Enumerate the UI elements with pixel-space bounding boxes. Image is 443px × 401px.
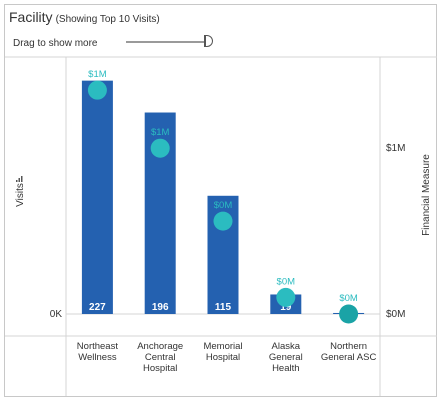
x-category-label-line: Anchorage xyxy=(137,341,183,352)
slider-handle[interactable] xyxy=(204,35,213,47)
x-category-label-line: Central xyxy=(145,352,176,363)
sort-icon-bar xyxy=(18,178,20,182)
x-category-label: Anchorage Central Hospital xyxy=(137,341,183,374)
x-category-label-line: Hospital xyxy=(143,363,177,374)
financial-point xyxy=(213,211,233,231)
bar-value-label: 227 xyxy=(89,302,106,313)
x-category-label-line: Health xyxy=(272,363,299,374)
drag-label: Drag to show more xyxy=(13,38,98,49)
financial-point xyxy=(339,304,359,324)
bar-value-label: 196 xyxy=(152,302,169,313)
financial-point-label: $0M xyxy=(339,293,358,304)
slider-track xyxy=(126,41,206,43)
x-category-label: Alaska General Health xyxy=(269,341,303,374)
y-axis-right-title: Financial Measure xyxy=(421,154,432,236)
y-left-tick-label: 0K xyxy=(50,309,63,320)
chart-subtitle: (Showing Top 10 Visits) xyxy=(55,14,160,25)
bar-value-label: 19 xyxy=(280,302,292,313)
x-category-label-line: General ASC xyxy=(321,352,377,363)
financial-point-label: $1M xyxy=(88,69,107,80)
sort-icon-bar xyxy=(21,176,23,182)
financial-point-label: $0M xyxy=(214,200,233,211)
x-category-label-line: Hospital xyxy=(206,352,240,363)
financial-point-label: $0M xyxy=(277,276,296,287)
financial-point xyxy=(276,287,296,307)
y-right-tick-label: $0M xyxy=(386,309,405,320)
financial-point-label: $1M xyxy=(151,127,170,138)
x-category-label-line: General xyxy=(269,352,303,363)
x-category-label: Memorial Hospital xyxy=(203,341,242,363)
x-category-label: Northeast Wellness xyxy=(77,341,119,363)
financial-point xyxy=(87,80,107,100)
chart-title: Facility (Showing Top 10 Visits) xyxy=(9,9,160,25)
x-category-label-line: Wellness xyxy=(78,352,117,363)
chart-title-text: Facility xyxy=(9,9,53,25)
show-more-slider[interactable] xyxy=(126,35,218,49)
sort-icon-bar xyxy=(16,180,18,182)
bar-value-label: 115 xyxy=(215,302,232,313)
y-right-tick-label: $1M xyxy=(386,143,405,154)
x-category-label: Northern General ASC xyxy=(321,341,377,363)
y-axis-left-title: Visits xyxy=(15,183,26,207)
x-category-label-line: Alaska xyxy=(272,341,301,352)
x-category-label-line: Memorial xyxy=(203,341,242,352)
x-category-label-line: Northern xyxy=(330,341,367,352)
bar xyxy=(81,80,113,314)
x-category-label-line: Northeast xyxy=(77,341,119,352)
financial-point xyxy=(150,138,170,158)
